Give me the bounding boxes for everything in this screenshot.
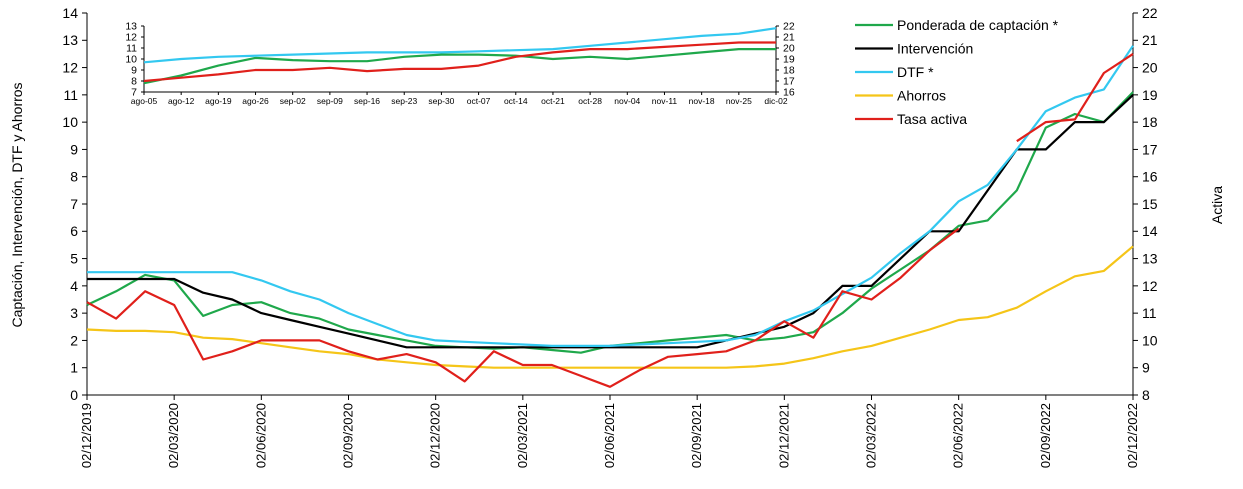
x-tick-label: 02/09/2021 [689,403,704,468]
y2-tick-label: 19 [1142,87,1158,103]
x-tick-label: 02/12/2021 [776,403,791,468]
series-line [87,45,1134,347]
y2-tick-label: 15 [1142,196,1158,212]
x-tick-label: sep-02 [280,96,306,106]
y2-tick-label: 20 [1142,59,1158,75]
y2-tick-label: 8 [1142,387,1150,403]
x-tick-label: nov-18 [689,96,715,106]
legend-label: Ahorros [897,88,946,104]
series-line [87,94,1134,349]
x-tick-label: 02/09/2022 [1038,403,1053,468]
legend-label: Tasa activa [897,111,967,127]
x-tick-label: oct-14 [504,96,528,106]
x-tick-label: sep-30 [428,96,454,106]
y2-tick-label: 22 [1142,5,1158,21]
series-line [86,52,1134,388]
y2-tick-label: 12 [1142,278,1158,294]
x-tick-label: ago-19 [205,96,232,106]
y2-axis-label: Activa [1209,186,1225,224]
y2-tick-label: 22 [783,21,795,33]
y2-tick-label: 21 [783,32,795,44]
y2-tick-label: 17 [1142,141,1158,157]
x-tick-label: oct-07 [467,96,491,106]
y2-tick-label: 18 [1142,114,1158,130]
x-tick-label: 02/06/2021 [602,403,617,468]
y2-tick-label: 21 [1142,32,1158,48]
x-tick-label: 02/03/2022 [864,403,879,468]
x-tick-label: 02/12/2019 [79,403,94,468]
x-tick-label: 02/12/2022 [1125,403,1140,468]
x-tick-label: nov-25 [726,96,752,106]
y-tick-label: 12 [125,32,137,44]
y-tick-label: 4 [70,278,78,294]
x-tick-label: oct-28 [578,96,602,106]
y-tick-label: 13 [62,32,78,48]
x-tick-label: sep-16 [354,96,380,106]
y2-tick-label: 18 [783,65,795,77]
y-tick-label: 13 [125,21,137,33]
series-line [143,41,776,83]
y2-tick-label: 13 [1142,250,1158,266]
y-tick-label: 10 [62,114,78,130]
y2-tick-label: 16 [783,87,795,99]
y-tick-label: 1 [70,360,78,376]
series-line [86,245,1134,369]
x-tick-label: sep-23 [391,96,417,106]
y-tick-label: 11 [63,87,78,103]
x-tick-label: sep-09 [317,96,343,106]
y2-tick-label: 16 [1142,169,1158,185]
y-tick-label: 9 [131,65,137,77]
y-tick-label: 5 [70,250,78,266]
series-line [143,27,777,64]
y2-tick-label: 10 [1142,332,1158,348]
x-tick-label: 02/09/2020 [341,403,356,468]
y2-tick-label: 19 [783,54,795,66]
x-tick-label: nov-04 [614,96,640,106]
legend-label: DTF * [897,64,934,80]
y2-tick-label: 9 [1142,360,1150,376]
y-tick-label: 6 [70,223,78,239]
y-tick-label: 8 [131,76,137,88]
series-line [86,91,1134,354]
series-line [143,48,776,85]
x-tick-label: 02/06/2020 [253,403,268,468]
y-tick-label: 7 [70,196,78,212]
y2-tick-label: 14 [1142,223,1158,239]
legend-label: Ponderada de captación * [897,17,1059,33]
y-axis-label: Captación, Intervención, DTF y Ahorros [9,82,25,327]
y-tick-label: 0 [70,387,78,403]
y-tick-label: 7 [131,87,137,99]
y-tick-label: 11 [126,43,137,55]
x-tick-label: dic-02 [764,96,787,106]
legend-label: Intervención [897,41,973,57]
y-tick-label: 10 [125,54,137,66]
x-tick-label: nov-11 [652,96,678,106]
y-tick-label: 14 [62,5,78,21]
x-tick-label: oct-21 [541,96,565,106]
x-tick-label: ago-12 [168,96,195,106]
y-tick-label: 2 [70,332,78,348]
y-tick-label: 8 [70,169,78,185]
x-tick-label: ago-05 [131,96,158,106]
y2-tick-label: 11 [1142,305,1157,321]
x-tick-label: 02/03/2021 [515,403,530,468]
x-tick-label: 02/12/2020 [428,403,443,468]
x-tick-label: 02/03/2020 [166,403,181,468]
x-tick-label: ago-26 [242,96,269,106]
y2-tick-label: 20 [783,43,795,55]
y2-tick-label: 17 [783,76,795,88]
y-tick-label: 3 [70,305,78,321]
y-tick-label: 9 [70,141,78,157]
y-tick-label: 12 [62,59,78,75]
x-tick-label: 02/06/2022 [951,403,966,468]
